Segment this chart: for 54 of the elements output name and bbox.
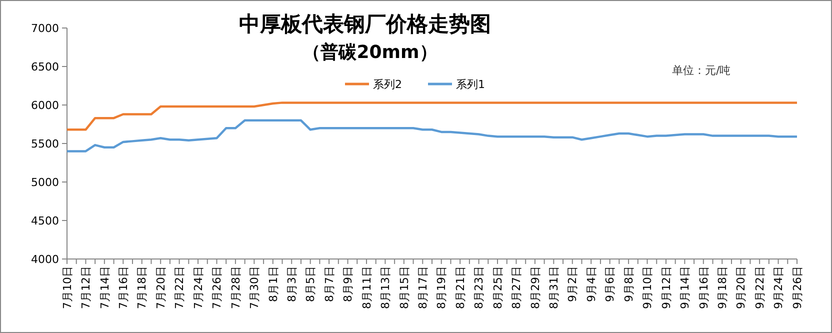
- x-tick-label: 9月8日: [622, 266, 636, 302]
- x-tick-label: 7月14日: [98, 266, 112, 309]
- x-tick-label: 8月17日: [416, 266, 430, 309]
- x-tick-label: 9月20日: [734, 266, 748, 309]
- x-tick-label: 7月24日: [192, 266, 205, 309]
- x-tick-label: 7月16日: [117, 266, 130, 309]
- x-tick-label: 8月21日: [454, 266, 467, 309]
- x-tick-label: 8月13日: [379, 266, 392, 309]
- x-tick-label: 9月10日: [641, 266, 654, 309]
- x-tick-label: 8月9日: [342, 266, 355, 302]
- x-tick-label: 9月6日: [604, 266, 617, 302]
- x-tick-label: 9月4日: [584, 266, 598, 302]
- x-tick-label: 8月25日: [491, 266, 504, 309]
- x-tick-label: 7月30日: [248, 266, 262, 309]
- x-tick-label: 8月5日: [304, 266, 318, 302]
- text: （普碳20mm）: [302, 42, 438, 63]
- x-tick-label: 7月28日: [229, 266, 242, 309]
- x-tick-label: 8月11日: [360, 266, 374, 309]
- x-tick-label: 9月18日: [716, 266, 729, 309]
- x-tick-label: 8月3日: [285, 266, 298, 302]
- line-series: [66, 119, 798, 152]
- x-tick-label: 8月27日: [510, 266, 524, 309]
- x-tick-label: 9月16日: [697, 266, 710, 309]
- x-tick-label: 9月24日: [772, 266, 786, 309]
- y-tick-label: 5500: [31, 137, 59, 150]
- x-tick-label: 9月22日: [753, 266, 766, 309]
- x-tick-label: 9月2日: [566, 266, 580, 302]
- chart-title: 中厚板代表钢厂价格走势图: [239, 12, 491, 36]
- y-tick-label: 4500: [31, 214, 59, 228]
- x-tick-label: 7月26日: [210, 266, 224, 309]
- x-tick-label: 8月23日: [472, 266, 486, 309]
- x-tick-label: 8月19日: [435, 266, 448, 309]
- y-tick-label: 5000: [31, 176, 59, 189]
- x-tick-label: 9月12日: [660, 266, 673, 309]
- y-tick-label: 7000: [31, 22, 59, 35]
- x-tick-label: 8月15日: [398, 266, 411, 309]
- x-tick-label: 9月26日: [790, 266, 804, 309]
- y-tick-label: 6500: [31, 60, 59, 74]
- x-tick-label: 7月20日: [154, 266, 168, 309]
- x-tick-label: 7月10日: [60, 266, 74, 309]
- x-tick-label: 7月22日: [173, 266, 186, 309]
- x-tick-label: 7月12日: [80, 266, 93, 309]
- x-tick-label: 7月18日: [136, 266, 149, 309]
- legend-label: 系列1: [456, 78, 485, 91]
- x-tick-label: 9月14日: [678, 266, 692, 309]
- x-tick-label: 8月29日: [528, 266, 542, 309]
- line-series: [66, 102, 798, 131]
- y-tick-label: 6000: [31, 98, 59, 112]
- y-tick-label: 4000: [31, 252, 59, 266]
- annotation: 单位：元/吨: [672, 64, 731, 77]
- x-tick-label: 8月1日: [266, 266, 280, 302]
- legend-label: 系列2: [373, 78, 402, 91]
- x-tick-label: 8月7日: [322, 266, 336, 302]
- x-tick-label: 8月31日: [548, 266, 561, 309]
